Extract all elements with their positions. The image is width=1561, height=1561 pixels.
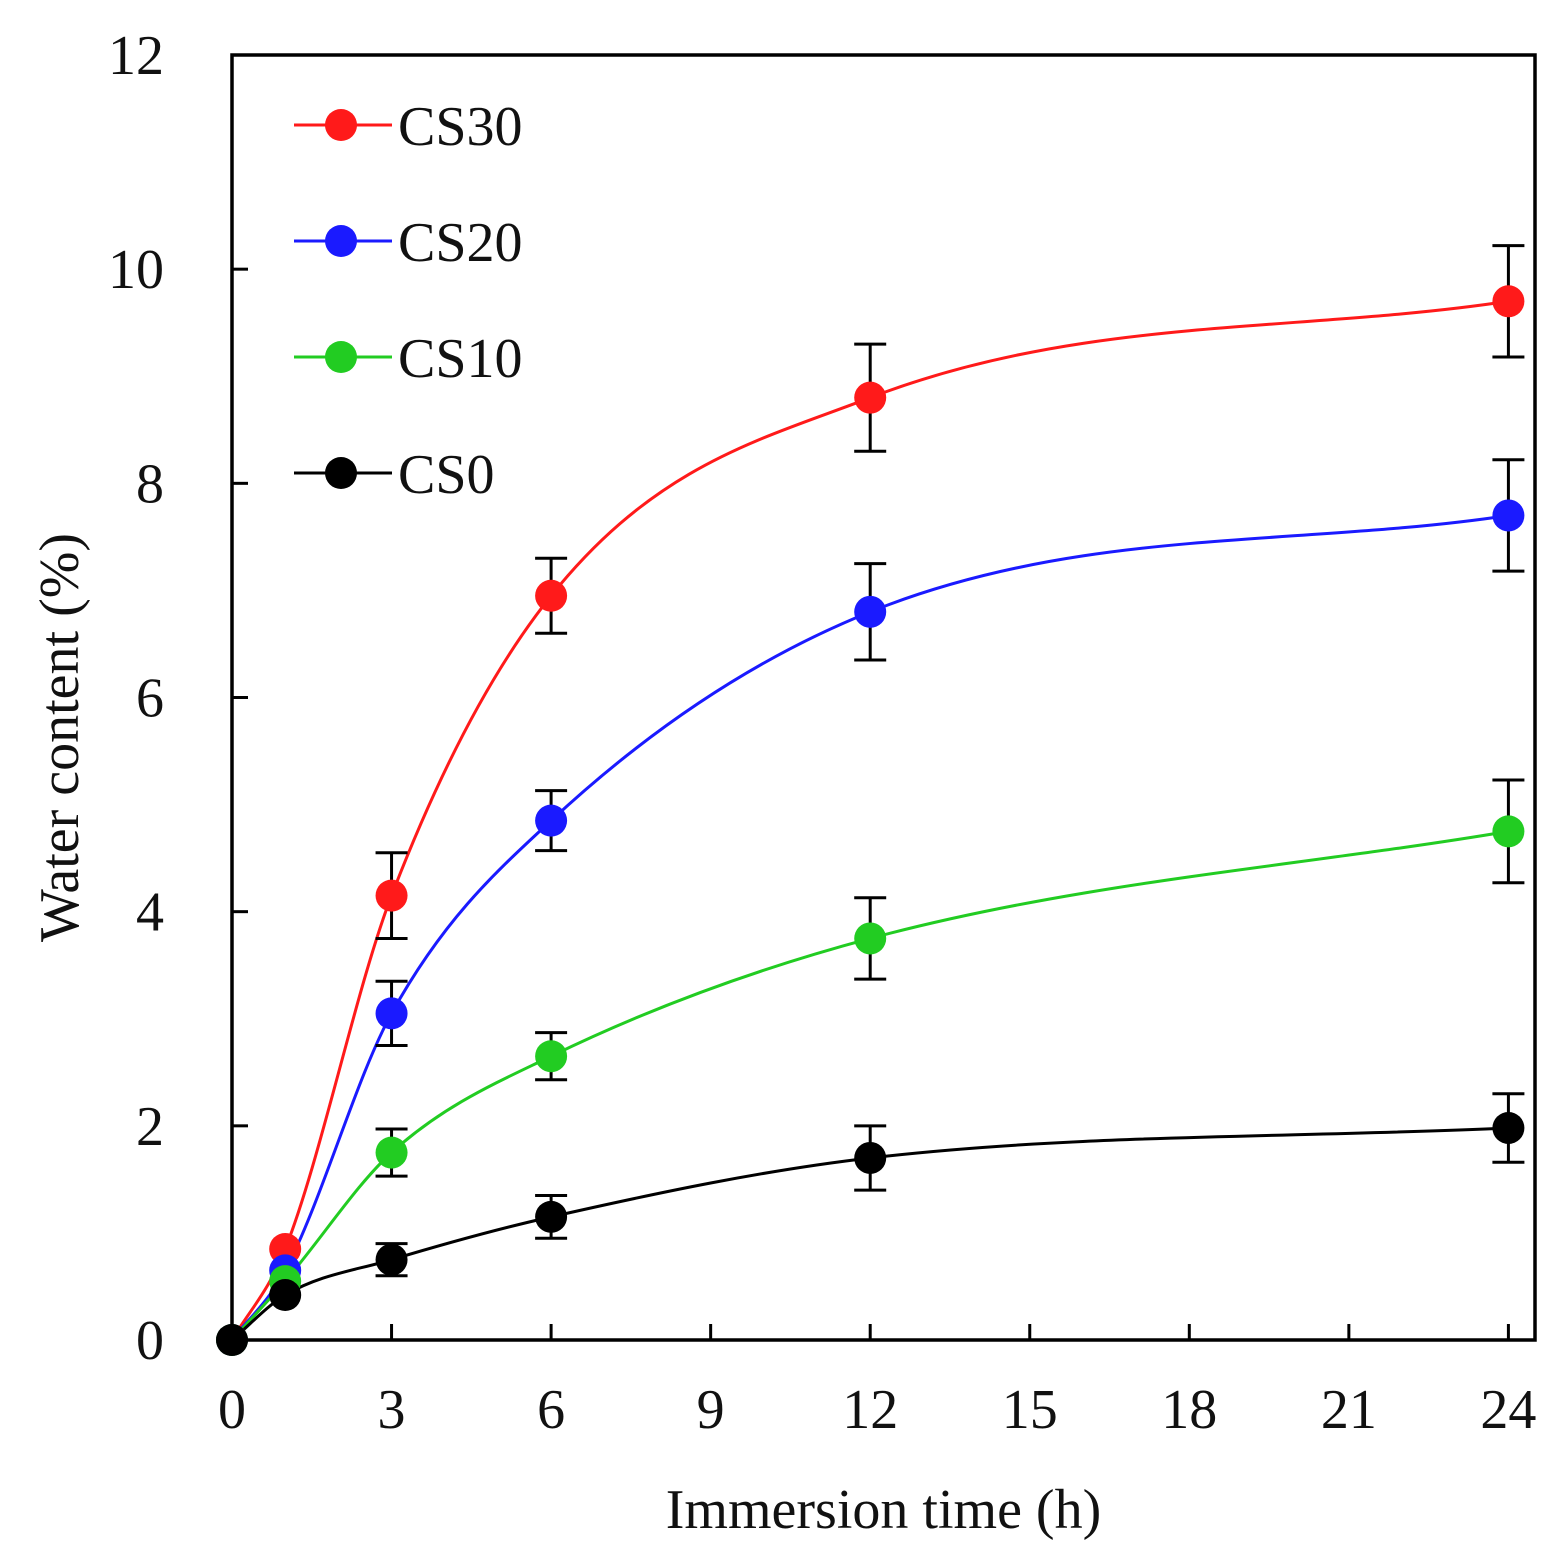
- x-tick-label: 3: [378, 1379, 406, 1441]
- data-point-cs0: [1492, 1111, 1525, 1144]
- data-point-cs20: [375, 997, 408, 1030]
- data-point-cs10: [854, 922, 887, 955]
- data-point-cs10: [375, 1136, 408, 1169]
- legend-label: CS0: [398, 444, 495, 506]
- x-tick-label: 6: [537, 1379, 565, 1441]
- x-axis-title: Immersion time (h): [666, 1479, 1101, 1541]
- x-tick-label: 18: [1161, 1379, 1217, 1441]
- series-line-cs10: [230, 829, 1509, 1342]
- data-point-cs30: [535, 579, 568, 612]
- x-tick-labels: 0 3 6 9 12 15 18 21 24: [218, 1379, 1536, 1441]
- series-line-cs0: [231, 1126, 1509, 1342]
- series-line-cs30: [230, 299, 1509, 1341]
- y-tick-label: 12: [108, 25, 164, 87]
- x-tick-label: 0: [218, 1379, 246, 1441]
- data-point-cs30: [1492, 285, 1525, 318]
- axis-ticks: [230, 267, 1510, 1340]
- legend-item-cs10: CS10: [294, 328, 523, 390]
- legend-swatch-marker: [325, 457, 357, 489]
- y-tick-label: 0: [136, 1310, 164, 1372]
- legend-item-cs0: CS0: [294, 444, 495, 506]
- x-tick-label: 12: [842, 1379, 898, 1441]
- y-tick-label: 6: [136, 668, 164, 730]
- data-point-cs0: [535, 1200, 568, 1233]
- legend-label: CS20: [398, 212, 523, 274]
- data-point-cs0: [269, 1279, 302, 1312]
- data-point-cs30: [375, 879, 408, 912]
- y-tick-label: 4: [136, 882, 164, 944]
- data-point-cs10: [535, 1040, 568, 1073]
- legend-item-cs30: CS30: [294, 96, 523, 158]
- plot-frame: [230, 53, 1537, 1342]
- y-tick-label: 8: [136, 453, 164, 515]
- y-tick-labels: 0 2 4 6 8 10 12: [108, 25, 164, 1372]
- y-tick-label: 2: [136, 1096, 164, 1158]
- legend-swatch-marker: [325, 341, 357, 373]
- x-tick-label: 15: [1002, 1379, 1058, 1441]
- legend-label: CS10: [398, 328, 523, 390]
- legend-swatch-marker: [325, 109, 357, 141]
- data-point-cs10: [1492, 815, 1525, 848]
- data-point-cs20: [854, 595, 887, 628]
- y-tick-label: 10: [108, 239, 164, 301]
- x-tick-label: 24: [1480, 1379, 1536, 1441]
- data-point-cs0: [854, 1141, 887, 1174]
- x-tick-label: 21: [1321, 1379, 1377, 1441]
- y-axis-title: Water content (%): [29, 533, 91, 942]
- legend: CS30 CS20 CS10 CS0: [294, 96, 523, 506]
- data-point-cs20: [1492, 499, 1525, 532]
- data-points: [216, 285, 1525, 1356]
- x-tick-label: 9: [697, 1379, 725, 1441]
- legend-swatch-marker: [325, 225, 357, 257]
- error-bars: [375, 244, 1525, 1278]
- data-point-cs20: [535, 804, 568, 837]
- legend-label: CS30: [398, 96, 523, 158]
- data-point-cs0: [375, 1243, 408, 1276]
- data-point-cs30: [854, 381, 887, 414]
- legend-item-cs20: CS20: [294, 212, 523, 274]
